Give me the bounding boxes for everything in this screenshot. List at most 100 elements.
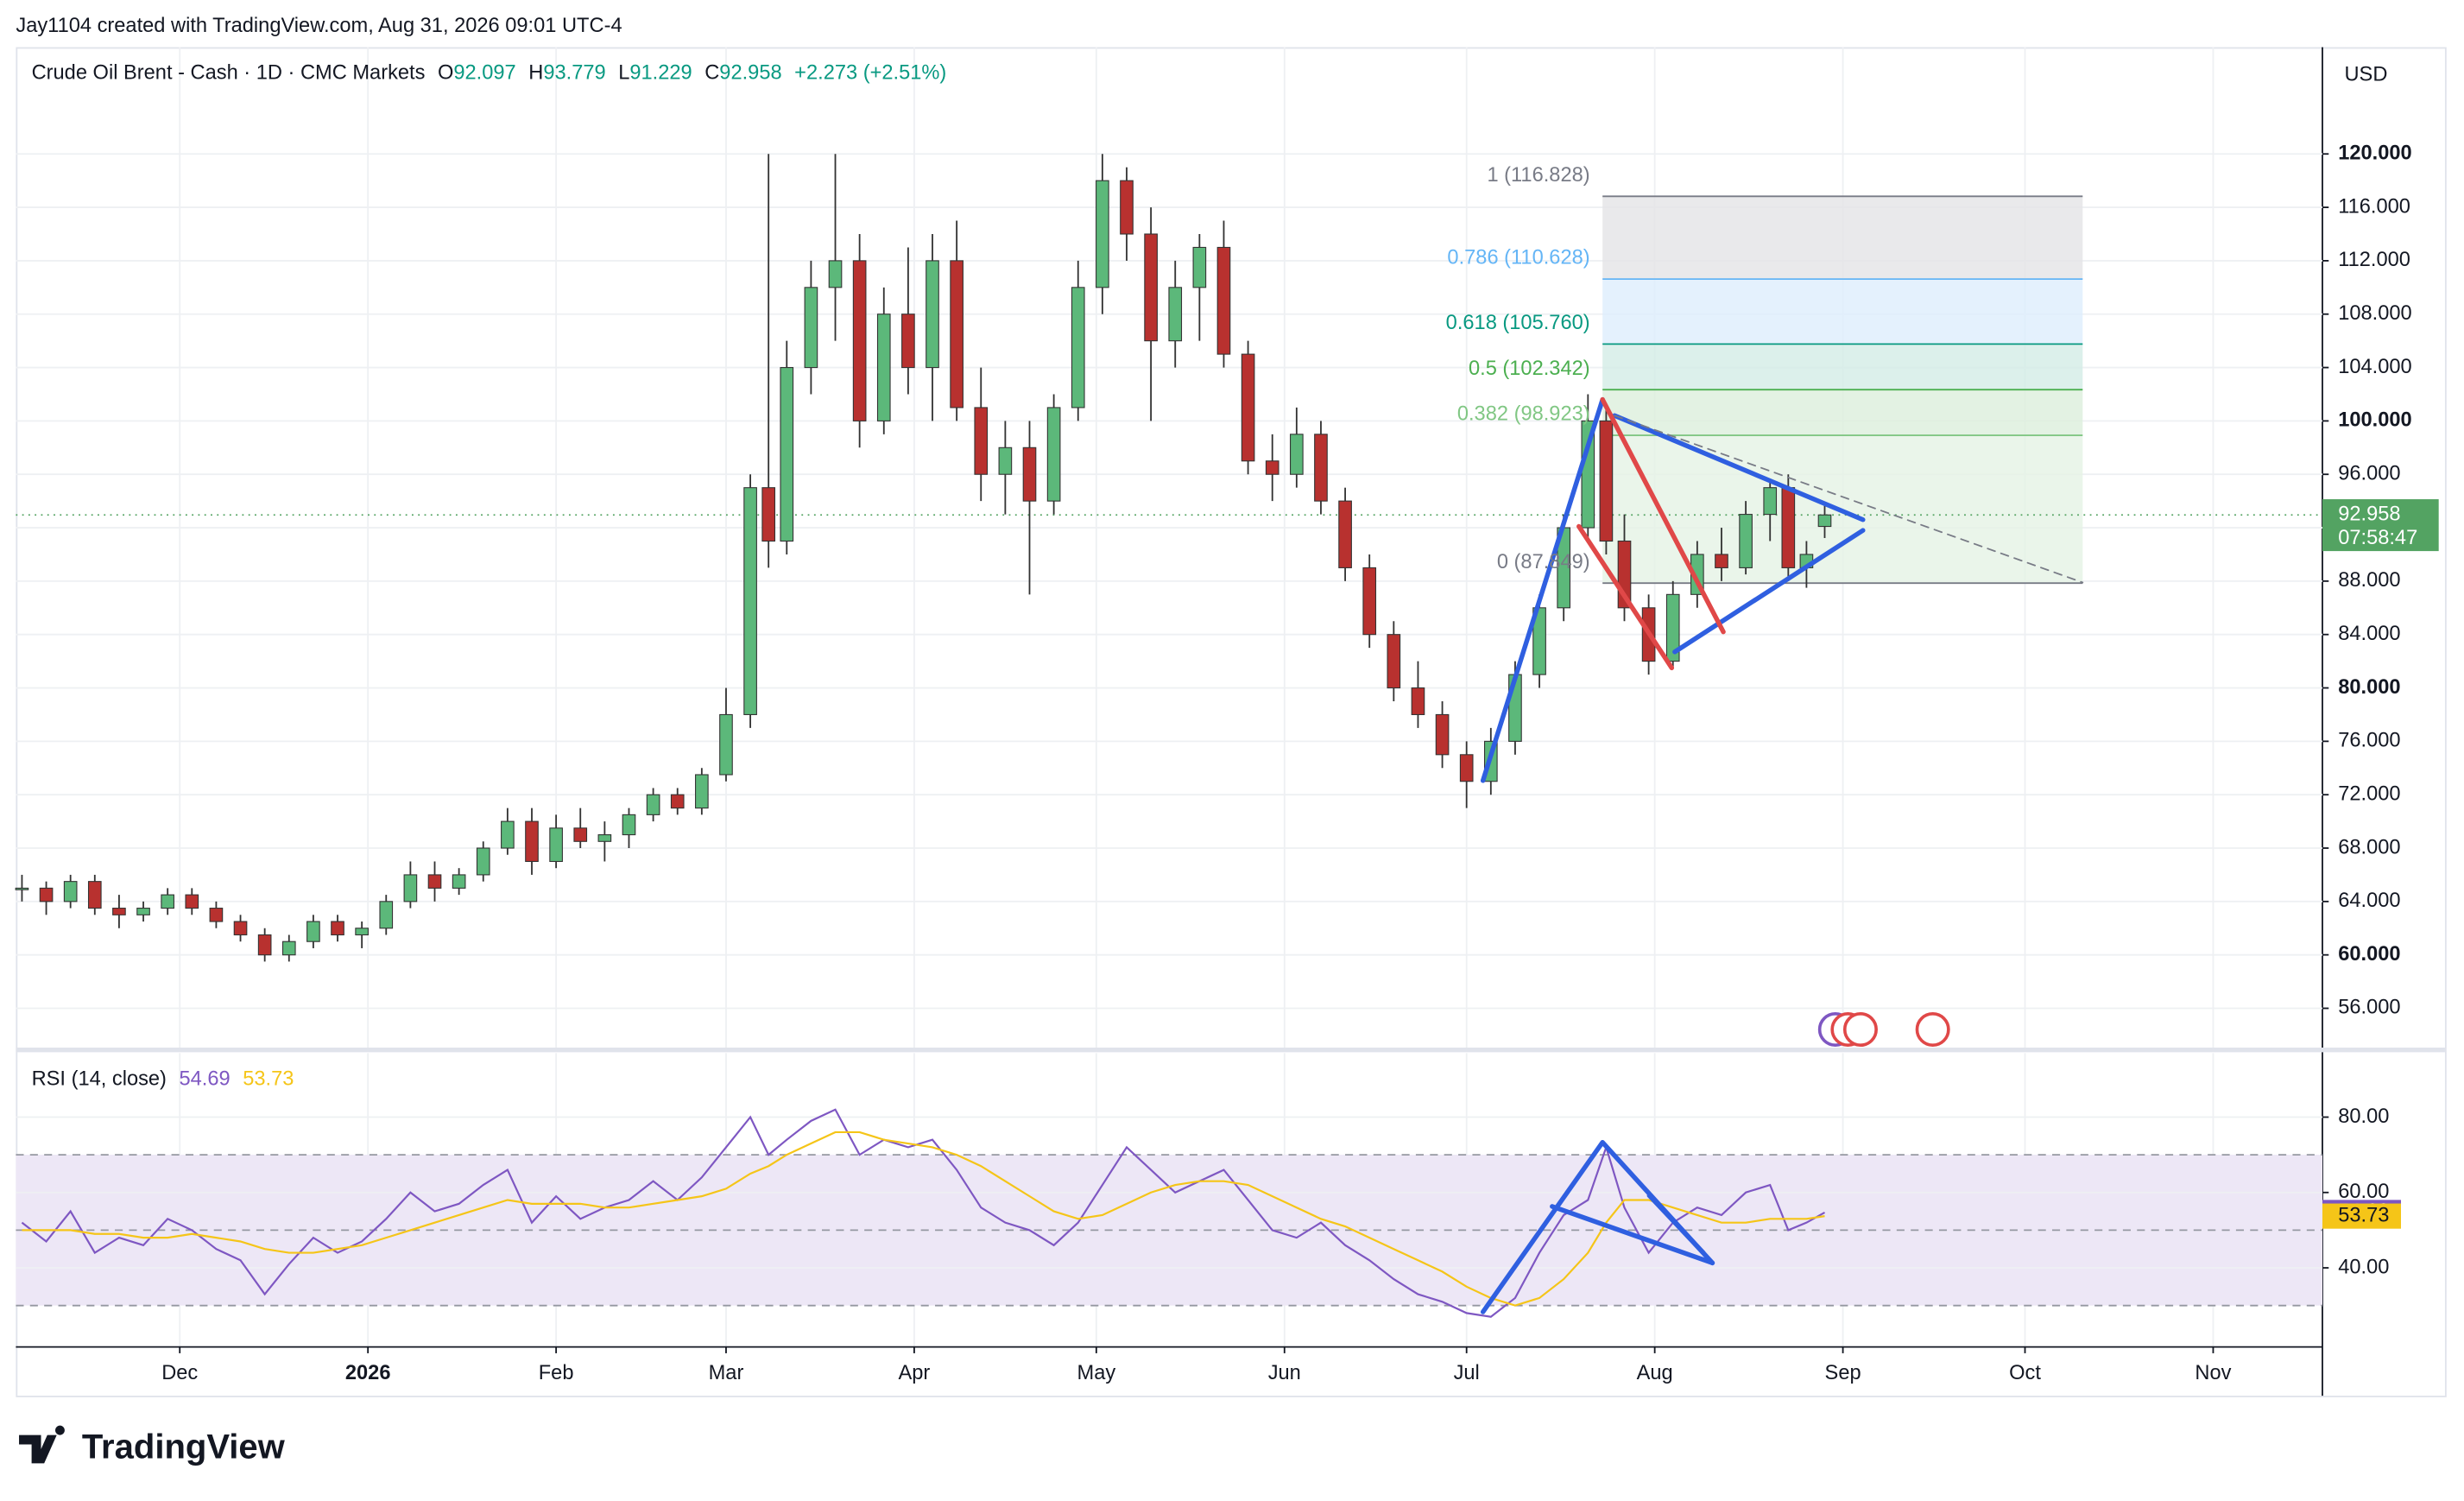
x-tick-label: Mar bbox=[709, 1362, 744, 1384]
candle-body bbox=[476, 847, 490, 876]
candle-body bbox=[1763, 487, 1778, 516]
y-tick-label: 108.000 bbox=[2338, 302, 2411, 325]
last-price-badge bbox=[2322, 499, 2439, 552]
fib-zone bbox=[1602, 390, 2083, 436]
candle-body bbox=[719, 713, 733, 776]
candle-body bbox=[1022, 446, 1037, 502]
candle-body bbox=[974, 407, 989, 475]
y-tick-label: 100.000 bbox=[2338, 409, 2411, 432]
legend: Crude Oil Brent - Cash · 1D · CMC Market… bbox=[32, 62, 947, 85]
y-tick-label: 112.000 bbox=[2338, 249, 2410, 271]
candle-body bbox=[1781, 487, 1796, 568]
y-tick-label: 68.000 bbox=[2338, 836, 2400, 858]
event-icon[interactable] bbox=[1842, 1012, 1878, 1048]
candle-body bbox=[1411, 687, 1425, 715]
legend-key: L bbox=[618, 62, 629, 85]
candle-body bbox=[549, 827, 563, 863]
header: Jay1104 created with TradingView.com, Au… bbox=[16, 15, 622, 37]
candle-body bbox=[452, 874, 466, 889]
candle-body bbox=[1387, 634, 1401, 689]
y-tick-label: 84.000 bbox=[2338, 623, 2400, 645]
fib-label: 0.5 (102.342) bbox=[1469, 358, 1590, 380]
y-tick-label: 56.000 bbox=[2338, 997, 2400, 1019]
candle-body bbox=[950, 260, 963, 408]
y-tick-label: 120.000 bbox=[2338, 142, 2411, 165]
candle-body bbox=[1216, 246, 1231, 355]
countdown: 07:58:47 bbox=[2338, 527, 2417, 549]
x-tick-label: Jul bbox=[1454, 1362, 1480, 1384]
rsi-title: RSI (14, close) bbox=[32, 1068, 167, 1091]
x-tick-label: May bbox=[1077, 1362, 1116, 1384]
candle-body bbox=[597, 834, 612, 842]
y-tick-label: 60.000 bbox=[2338, 943, 2400, 966]
legend-value: 92.097 bbox=[453, 62, 515, 85]
y-tick-label: 88.000 bbox=[2338, 569, 2400, 592]
candle-body bbox=[1144, 233, 1158, 342]
x-tick-label: Feb bbox=[539, 1362, 574, 1384]
y-tick-label: 60.00 bbox=[2338, 1181, 2389, 1203]
x-tick-label: Nov bbox=[2195, 1362, 2231, 1384]
fib-label: 0.618 (105.760) bbox=[1446, 312, 1590, 334]
last-price: 92.958 bbox=[2338, 503, 2400, 525]
x-tick-label: Jun bbox=[1268, 1362, 1301, 1384]
candle-body bbox=[233, 921, 248, 936]
rsi-legend-value: 53.73 bbox=[243, 1068, 294, 1091]
y-tick-label: 80.000 bbox=[2338, 676, 2400, 699]
candle-body bbox=[1314, 434, 1328, 502]
logo-icon bbox=[19, 1425, 65, 1464]
fib-label: 0.786 (110.628) bbox=[1447, 247, 1589, 269]
legend-change: +2.273 (+2.51%) bbox=[794, 62, 946, 85]
candle-body bbox=[852, 260, 867, 421]
candle-body bbox=[15, 887, 29, 890]
y-tick-label: 116.000 bbox=[2338, 195, 2410, 218]
candle-body bbox=[1362, 567, 1377, 636]
candle-body bbox=[1817, 514, 1832, 528]
rsi-line bbox=[21, 1108, 1826, 1318]
candle-body bbox=[331, 921, 344, 936]
event-icons bbox=[1817, 1012, 1950, 1048]
rsi-badge bbox=[2322, 1203, 2402, 1229]
candle-body bbox=[1168, 287, 1183, 342]
candle-body bbox=[87, 881, 102, 909]
plot-layer bbox=[15, 47, 2323, 1347]
currency-box bbox=[2333, 58, 2406, 93]
trend-line bbox=[1600, 396, 1726, 635]
rsi-line bbox=[22, 1130, 1825, 1307]
candle-body bbox=[355, 928, 369, 936]
rsi-trend-line bbox=[1550, 1204, 1715, 1266]
candle-body bbox=[185, 894, 199, 909]
legend-value: 91.229 bbox=[629, 62, 692, 85]
candle-body bbox=[646, 794, 660, 815]
candle-body bbox=[209, 908, 224, 922]
candle-body bbox=[573, 827, 588, 842]
fib-label: 0.382 (98.923) bbox=[1457, 403, 1590, 426]
rsi-trend-line bbox=[1646, 1193, 1706, 1256]
candle-body bbox=[1665, 593, 1680, 662]
candle-body bbox=[1435, 713, 1450, 756]
candle-body bbox=[281, 940, 296, 956]
candle-body bbox=[1338, 500, 1352, 568]
y-tick-label: 40.00 bbox=[2338, 1256, 2389, 1278]
y-tick-label: 80.00 bbox=[2338, 1105, 2389, 1128]
x-tick-label: Sep bbox=[1825, 1362, 1861, 1384]
candle-body bbox=[39, 887, 54, 902]
candle-body bbox=[257, 934, 272, 956]
y-tick-label: 64.000 bbox=[2338, 890, 2400, 912]
y-tick-label: 104.000 bbox=[2338, 356, 2411, 378]
y-tick-label: 72.000 bbox=[2338, 782, 2400, 805]
candle-body bbox=[1581, 420, 1595, 529]
candle-body bbox=[1046, 407, 1061, 502]
candle-body bbox=[670, 794, 685, 809]
rsi-badge-label: 53.73 bbox=[2338, 1204, 2389, 1226]
currency: USD bbox=[2344, 64, 2387, 86]
candle-body bbox=[926, 260, 939, 369]
candle-body bbox=[525, 820, 539, 863]
candle-body bbox=[828, 260, 843, 288]
x-tick-label: 2026 bbox=[345, 1362, 391, 1384]
candle-body bbox=[136, 908, 150, 915]
event-icon[interactable] bbox=[1915, 1012, 1950, 1048]
legend-title: Crude Oil Brent - Cash · 1D · CMC Market… bbox=[32, 62, 426, 85]
candle-body bbox=[306, 921, 320, 942]
candle-body bbox=[780, 367, 794, 542]
candle-body bbox=[1459, 754, 1474, 782]
